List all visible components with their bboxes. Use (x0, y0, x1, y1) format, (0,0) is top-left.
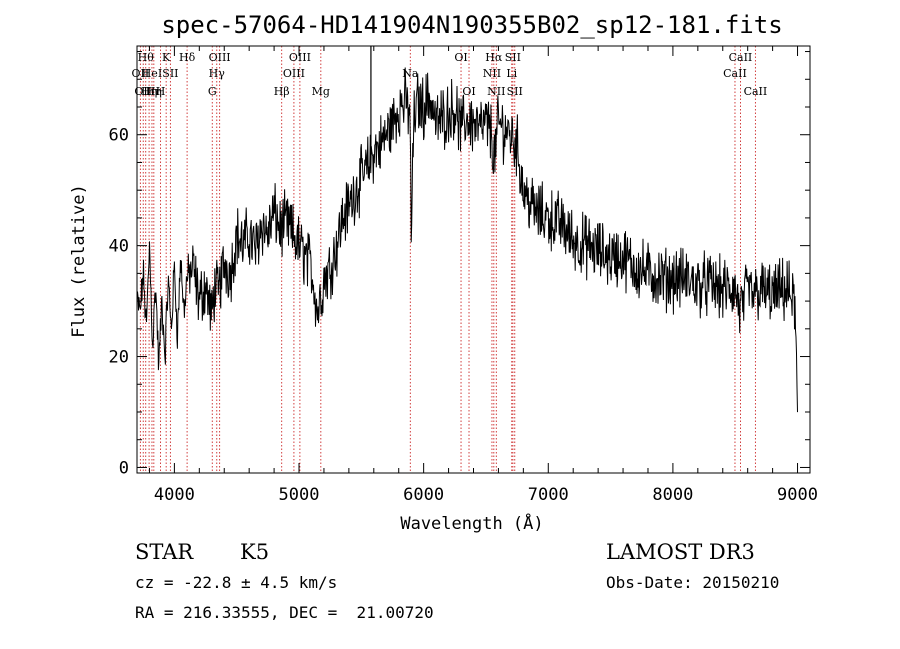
x-tick-label: 4000 (154, 485, 195, 505)
line-marker-label: Hθ (138, 51, 155, 64)
line-marker-label: OII (132, 67, 150, 80)
line-marker-label: OIII (283, 67, 305, 80)
y-tick-label: 40 (109, 237, 129, 257)
x-tick-label: 5000 (279, 485, 320, 505)
ra-dec-value: RA = 216.33555, DEC = 21.00720 (135, 603, 434, 622)
line-marker-label: K (162, 51, 171, 64)
cz-value: cz = -22.8 ± 4.5 km/s (135, 573, 338, 592)
line-marker-label: Hη (146, 85, 162, 98)
line-marker-label: NII (487, 85, 505, 98)
y-tick-label: 60 (109, 126, 129, 146)
line-marker-label: OII (134, 85, 152, 98)
star-subclass: K5 (240, 540, 270, 564)
spectrum-line (136, 67, 798, 413)
line-marker-label: NII (483, 67, 501, 80)
line-marker-label: Li (506, 67, 517, 80)
line-marker-label: Hδ (179, 51, 196, 64)
x-axis-label: Wavelength (Å) (400, 512, 543, 534)
line-marker-label: CaII (723, 67, 747, 80)
line-marker-label: OIII (289, 51, 311, 64)
axes: 4000 5000 6000 7000 8000 9000 0 20 40 60 (109, 45, 818, 505)
line-marker-label: CaII (744, 85, 768, 98)
y-tick-label: 20 (109, 348, 129, 368)
x-tick-label: 7000 (528, 485, 569, 505)
line-marker-label: Mg (312, 85, 330, 98)
line-marker-label: SII (505, 51, 521, 64)
line-marker-label: OI (462, 85, 475, 98)
line-marker-label: SII (162, 67, 178, 80)
line-marker-label: H (156, 85, 166, 98)
x-tick-label: 9000 (777, 485, 818, 505)
line-markers (139, 46, 756, 473)
line-marker-label: HeI (142, 67, 162, 80)
y-axis-label: Flux (relative) (69, 184, 89, 338)
line-marker-label: OIII (209, 51, 231, 64)
y-tick-label: 0 (119, 458, 129, 478)
line-marker-label: G (208, 85, 217, 98)
line-marker-label: Hγ (209, 67, 226, 80)
line-marker-label: Na (402, 67, 419, 80)
line-marker-label: Hβ (274, 85, 290, 98)
line-marker-label: SII (507, 85, 523, 98)
x-tick-label: 8000 (652, 485, 693, 505)
obs-date: Obs-Date: 20150210 (606, 573, 780, 592)
spectrum-series (136, 46, 798, 413)
line-marker-label: Hη (141, 85, 157, 98)
star-class: STAR (135, 540, 194, 564)
line-marker-label: Hα (485, 51, 503, 64)
chart-title: spec-57064-HD141904N190355B02_sp12-181.f… (161, 11, 782, 39)
line-marker-labels: OIIOIIHθHηHeIHηHKSIIHδGHγOIIIHβOIIIOIIIM… (132, 51, 768, 98)
line-marker-label: OI (454, 51, 467, 64)
survey-name: LAMOST DR3 (606, 540, 755, 564)
line-marker-label: CaII (729, 51, 753, 64)
x-tick-label: 6000 (403, 485, 444, 505)
